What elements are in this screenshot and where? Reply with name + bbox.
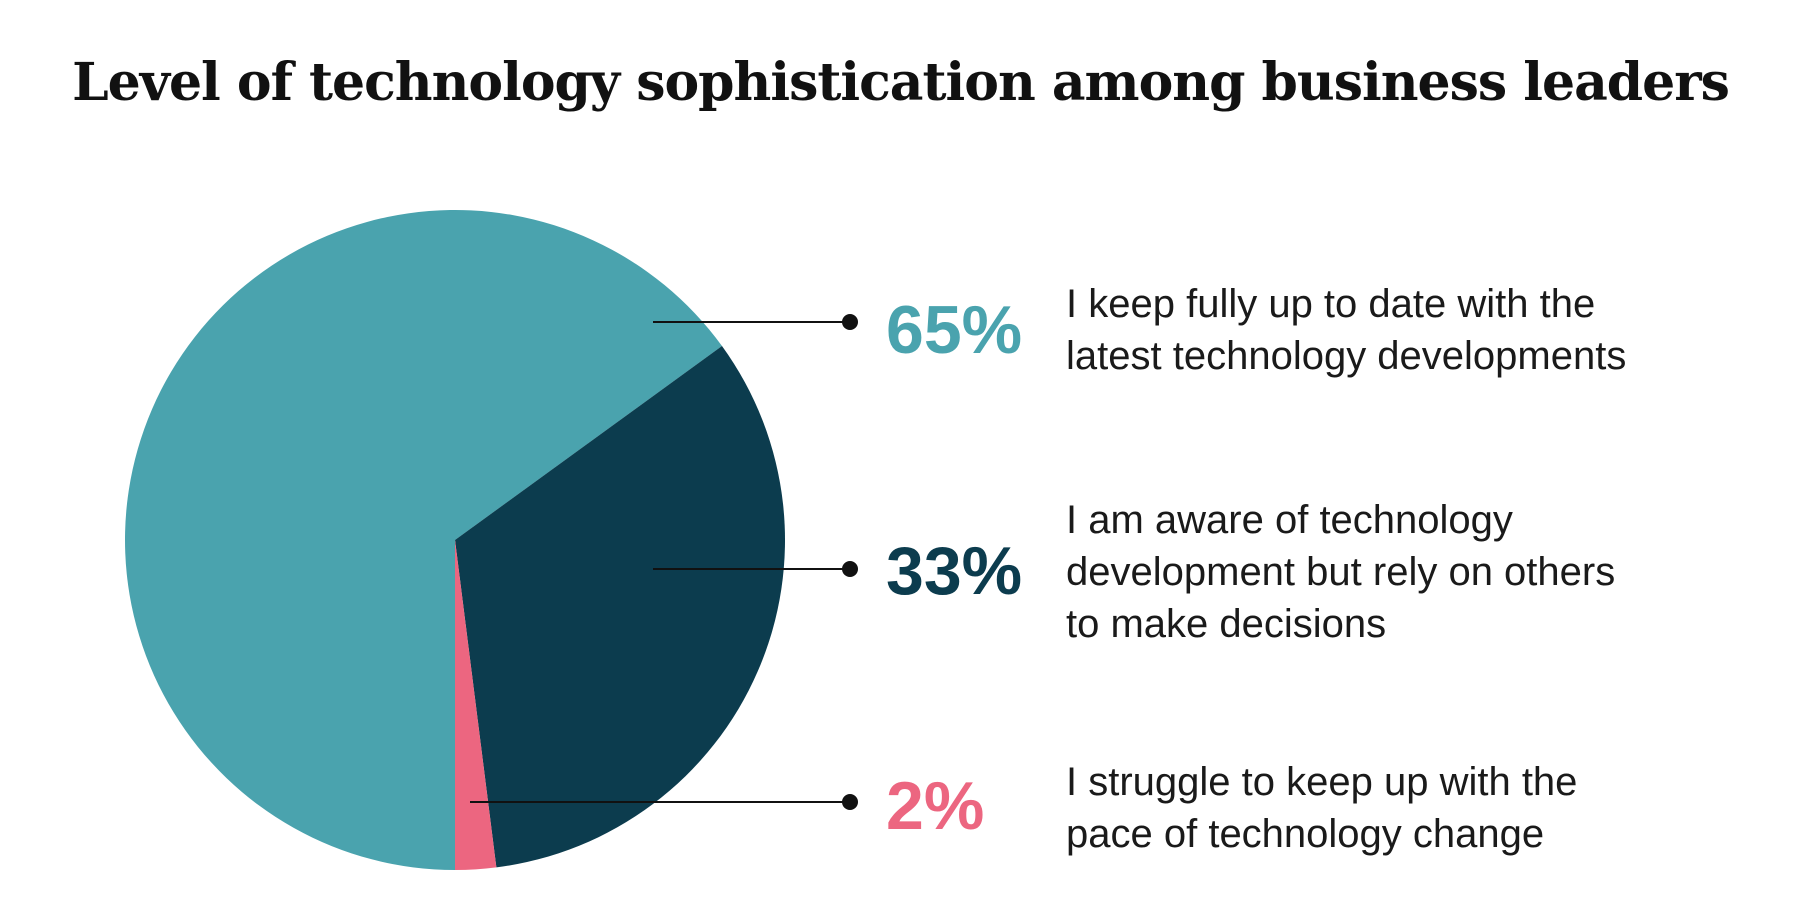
slice-1-value-label: 33% xyxy=(886,533,1023,609)
pie-slice-0 xyxy=(125,209,722,870)
slice-0-description: I keep fully up to date with the latest … xyxy=(1066,278,1801,382)
slice-1-description-line-3: to make decisions xyxy=(1066,602,1387,646)
slice-0-description-line-2: latest technology developments xyxy=(1066,334,1627,378)
slice-1-description: I am aware of technology development but… xyxy=(1066,494,1801,650)
pie-slices xyxy=(125,209,786,870)
slice-0-value-label: 65% xyxy=(886,292,1023,368)
leader-dot-1 xyxy=(842,561,858,577)
slice-1-description-line-2: development but rely on others xyxy=(1066,550,1616,594)
chart-title: Level of technology sophistication among… xyxy=(72,52,1730,113)
slice-2-value-label: 2% xyxy=(886,768,985,844)
slice-0-description-line-1: I keep fully up to date with the xyxy=(1066,282,1596,326)
leader-dot-0 xyxy=(842,314,858,330)
pie-slice-1 xyxy=(455,346,786,868)
leader-lines xyxy=(470,314,858,810)
pie-slice-2 xyxy=(455,540,497,870)
leader-dot-2 xyxy=(842,794,858,810)
slice-2-description-line-2: pace of technology change xyxy=(1066,812,1545,856)
slice-2-description-line-1: I struggle to keep up with the xyxy=(1066,760,1578,804)
slice-1-description-line-1: I am aware of technology xyxy=(1066,498,1513,542)
slice-2-description: I struggle to keep up with the pace of t… xyxy=(1066,756,1801,860)
